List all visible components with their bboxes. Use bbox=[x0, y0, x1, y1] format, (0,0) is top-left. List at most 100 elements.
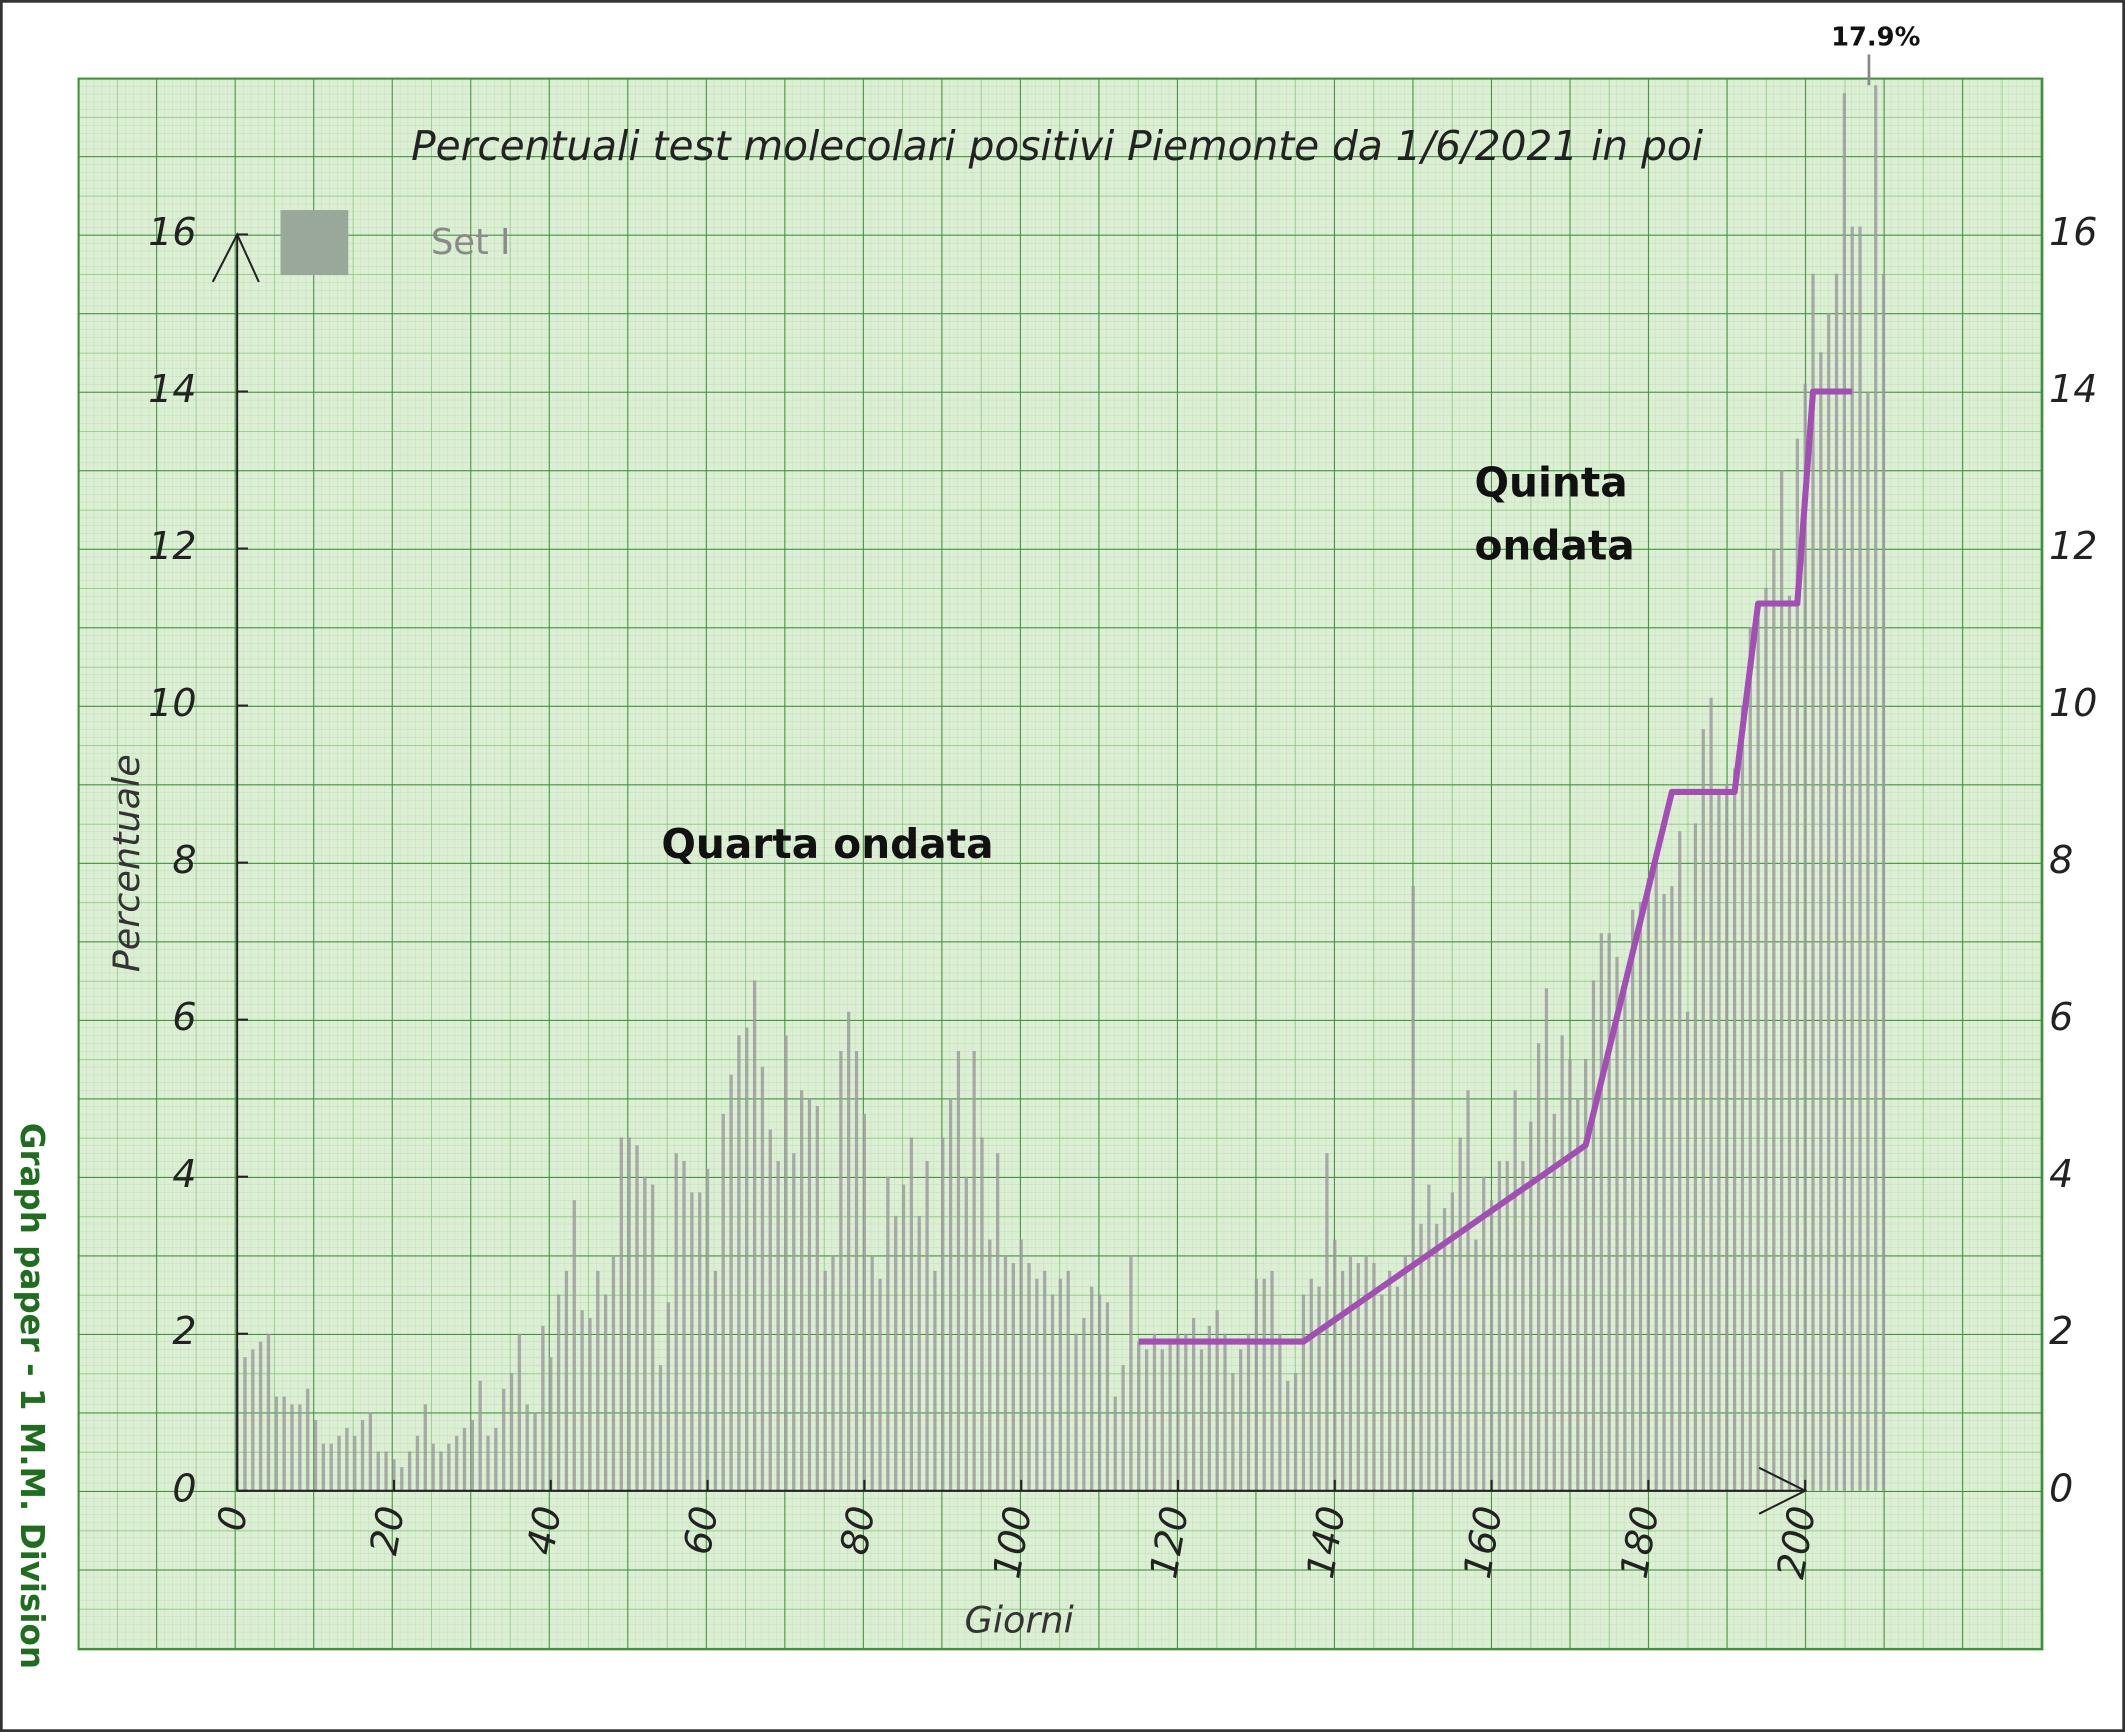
bar bbox=[1497, 1160, 1502, 1491]
bar bbox=[1364, 1255, 1368, 1491]
plot bbox=[235, 85, 1886, 1491]
bar bbox=[408, 1451, 412, 1491]
bar bbox=[1027, 1263, 1031, 1491]
bar bbox=[313, 1420, 318, 1491]
bar bbox=[439, 1451, 443, 1491]
bar bbox=[360, 1420, 365, 1491]
bar bbox=[478, 1380, 482, 1491]
y-tick-label: 14 bbox=[148, 367, 196, 411]
bar bbox=[1442, 1208, 1447, 1491]
bar bbox=[815, 1106, 819, 1491]
bar bbox=[909, 1137, 914, 1491]
bar bbox=[1489, 1200, 1494, 1491]
bar bbox=[1599, 933, 1603, 1491]
bar bbox=[572, 1200, 576, 1491]
bar bbox=[713, 1270, 718, 1491]
bar bbox=[729, 1074, 733, 1491]
bar bbox=[494, 1427, 498, 1491]
bar bbox=[948, 1098, 953, 1491]
bar bbox=[862, 1113, 866, 1491]
legend-label: Set I bbox=[431, 222, 510, 263]
bar bbox=[1121, 1365, 1125, 1491]
bar bbox=[831, 1255, 835, 1491]
annotation: ondata bbox=[1474, 522, 1634, 570]
y-tick-label: 0 bbox=[172, 1466, 196, 1510]
bar bbox=[486, 1435, 490, 1491]
bar bbox=[854, 1051, 859, 1491]
bar bbox=[800, 1090, 804, 1491]
side-note: Graph paper - 1 M.M. Division bbox=[13, 1123, 51, 1669]
y2-tick-label: 6 bbox=[2049, 995, 2073, 1039]
bar bbox=[1035, 1278, 1039, 1491]
bar bbox=[384, 1451, 388, 1491]
bar bbox=[1827, 312, 1831, 1491]
bar bbox=[1192, 1318, 1196, 1491]
bar bbox=[1144, 1349, 1149, 1491]
bar bbox=[737, 1035, 741, 1491]
y2-tick-label: 14 bbox=[2049, 367, 2097, 411]
bar bbox=[1011, 1263, 1015, 1491]
bar bbox=[329, 1443, 333, 1491]
bar bbox=[1874, 85, 1878, 1491]
bar bbox=[415, 1435, 420, 1491]
bar bbox=[1678, 831, 1682, 1491]
bar bbox=[901, 1184, 906, 1491]
bar bbox=[956, 1051, 961, 1491]
bar bbox=[776, 1160, 780, 1491]
bar bbox=[564, 1270, 569, 1491]
y2-tick-label: 8 bbox=[2049, 838, 2073, 882]
bar bbox=[533, 1412, 537, 1491]
bar bbox=[1756, 619, 1760, 1491]
bar bbox=[353, 1435, 357, 1491]
bar bbox=[870, 1255, 874, 1491]
bar bbox=[1568, 1058, 1572, 1491]
bar bbox=[1740, 705, 1745, 1491]
bar bbox=[596, 1270, 600, 1491]
bar bbox=[1474, 1239, 1478, 1491]
bar bbox=[298, 1404, 302, 1491]
bar bbox=[619, 1137, 623, 1491]
bar bbox=[1215, 1310, 1219, 1491]
bar bbox=[847, 1011, 851, 1491]
bar bbox=[502, 1388, 506, 1491]
bar bbox=[1544, 988, 1549, 1491]
bar bbox=[1333, 1239, 1337, 1491]
bar bbox=[823, 1270, 827, 1491]
legend-swatch bbox=[280, 210, 349, 276]
bar bbox=[541, 1325, 545, 1491]
bar bbox=[1403, 1255, 1407, 1491]
bar bbox=[1207, 1325, 1211, 1491]
trend-line bbox=[1138, 388, 1853, 1345]
bar bbox=[1780, 470, 1784, 1491]
bar bbox=[1764, 587, 1768, 1491]
bar bbox=[1090, 1286, 1094, 1491]
bar bbox=[988, 1239, 992, 1491]
graph-paper bbox=[77, 77, 2044, 1651]
bar bbox=[1246, 1333, 1251, 1491]
bar bbox=[376, 1451, 380, 1491]
bar bbox=[1819, 352, 1823, 1491]
bar bbox=[337, 1435, 341, 1491]
y-tick-label: 16 bbox=[148, 210, 196, 254]
bar bbox=[580, 1310, 584, 1491]
bar bbox=[1113, 1396, 1117, 1491]
bar bbox=[1850, 226, 1854, 1491]
bar bbox=[1638, 901, 1643, 1491]
bar bbox=[1019, 1239, 1023, 1491]
bar bbox=[1286, 1380, 1290, 1491]
bar bbox=[1607, 933, 1611, 1491]
bar bbox=[1176, 1333, 1180, 1491]
bar bbox=[1388, 1270, 1392, 1491]
bar bbox=[1717, 791, 1721, 1491]
annotation: Quinta bbox=[1474, 459, 1627, 507]
bar bbox=[996, 1153, 1000, 1491]
bar bbox=[1239, 1349, 1243, 1491]
y2-tick-label: 12 bbox=[2049, 524, 2097, 568]
bar bbox=[1732, 768, 1737, 1491]
bar bbox=[1097, 1294, 1102, 1491]
bar bbox=[306, 1388, 310, 1491]
bar bbox=[1881, 273, 1886, 1491]
bar bbox=[1576, 1098, 1580, 1491]
bar bbox=[1748, 627, 1752, 1491]
